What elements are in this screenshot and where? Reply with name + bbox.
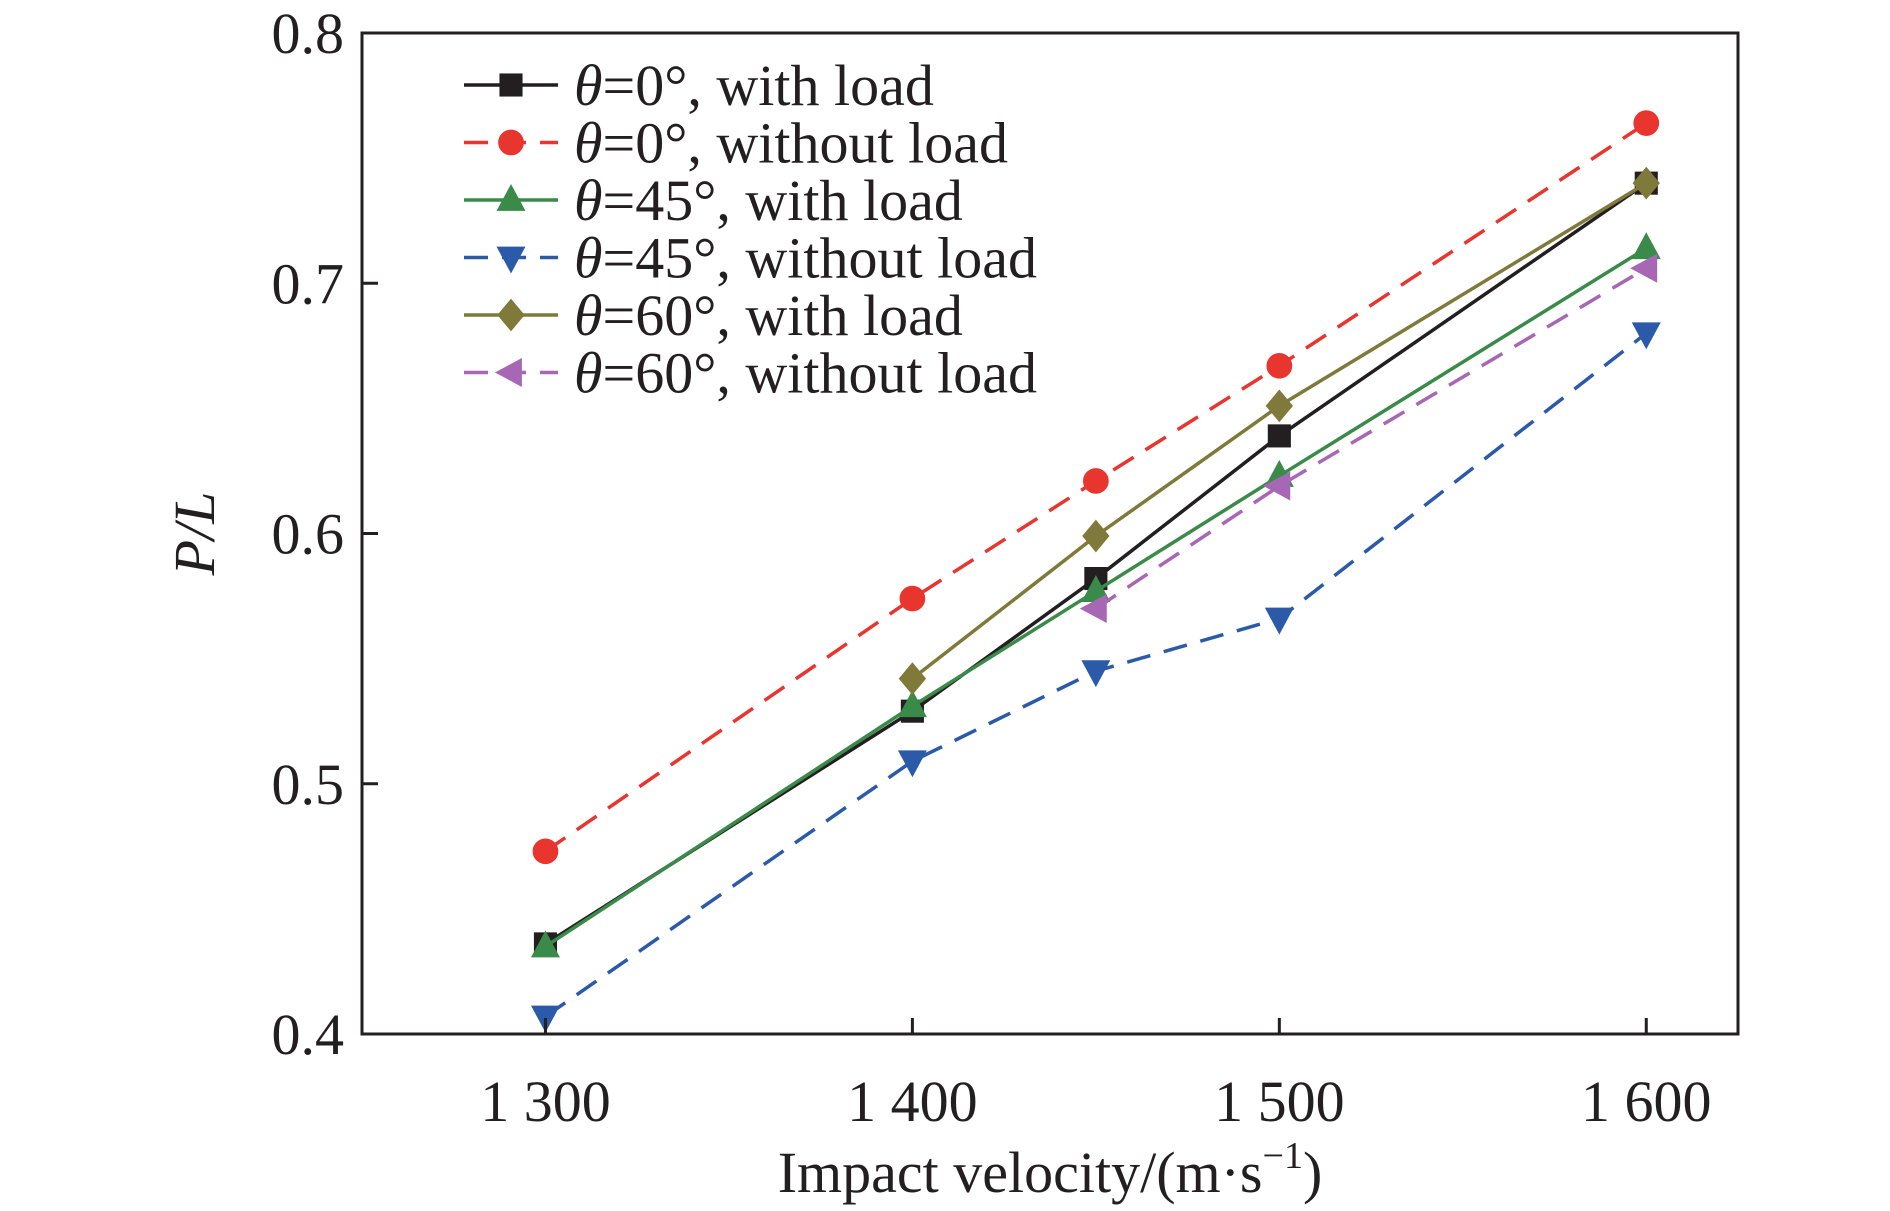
data-point [1264, 607, 1294, 635]
data-point [1083, 468, 1109, 494]
legend-item: θ=45°, with load [464, 168, 963, 233]
series-layer [530, 110, 1661, 1033]
legend-label-theta: θ [574, 168, 603, 233]
data-point [1082, 519, 1110, 553]
legend-label: θ=0°, without load [574, 111, 1008, 176]
data-point [532, 838, 559, 865]
y-tick-label: 0.5 [272, 752, 345, 817]
data-point [897, 690, 927, 718]
data-point [1263, 471, 1291, 501]
data-point [899, 585, 926, 612]
series-2 [532, 110, 1660, 865]
legend-item: θ=0°, without load [464, 111, 1008, 176]
legend-item: θ=0°, with load [464, 53, 934, 118]
y-axis-title: P/L [162, 492, 227, 577]
data-point [530, 930, 560, 958]
legend-marker [497, 298, 525, 332]
y-tick-label: 0.4 [272, 1002, 345, 1067]
legend-label: θ=60°, without load [574, 341, 1037, 406]
legend-label: θ=60°, with load [574, 283, 963, 348]
x-tick-label: 1 300 [480, 1069, 611, 1134]
data-point [1633, 110, 1660, 136]
series-6 [1079, 253, 1658, 624]
legend-label: θ=45°, without load [574, 226, 1037, 291]
legend-item: θ=60°, with load [464, 283, 963, 348]
data-point [1631, 322, 1661, 350]
legend-label: θ=45°, with load [574, 168, 963, 233]
legend-marker [499, 73, 523, 97]
x-axis-title: Impact velocity/(m·s−1) [778, 1135, 1323, 1205]
x-tick-label: 1 500 [1214, 1069, 1345, 1134]
legend-label-text: =60°, with load [603, 283, 963, 348]
legend-label-theta: θ [574, 341, 603, 406]
legend-label-text: =0°, with load [603, 53, 934, 118]
legend-marker [494, 358, 522, 387]
y-axis: 0.4 0.5 0.6 0.7 0.8 [272, 1, 378, 1067]
data-point [1631, 232, 1661, 260]
legend-label-theta: θ [574, 283, 603, 348]
data-point [1081, 660, 1111, 688]
data-point [1632, 166, 1660, 200]
legend-label-theta: θ [574, 53, 603, 118]
legend-marker [496, 183, 526, 211]
y-tick-label: 0.8 [272, 1, 345, 66]
legend-label-text: =0°, without load [603, 111, 1009, 176]
x-tick-label: 1 600 [1581, 1069, 1712, 1134]
legend-label-text: =60°, without load [603, 341, 1038, 406]
series-3 [530, 232, 1661, 958]
legend-item: θ=60°, without load [464, 341, 1037, 406]
data-point [897, 750, 927, 778]
x-axis: 1 300 1 400 1 500 1 600 [480, 1018, 1712, 1134]
legend-item: θ=45°, without load [464, 226, 1037, 291]
series-5 [898, 166, 1660, 696]
data-point [898, 662, 927, 696]
data-point [1266, 352, 1293, 379]
legend-marker [496, 246, 526, 274]
data-point [1630, 253, 1658, 283]
data-point [1267, 424, 1291, 448]
series-line [1094, 266, 1648, 611]
series-line [911, 181, 1648, 681]
legend-label-text: =45°, with load [603, 168, 963, 233]
legend-marker [498, 129, 524, 156]
legend-label-theta: θ [574, 111, 603, 176]
data-point [1079, 594, 1107, 624]
y-tick-label: 0.7 [272, 251, 345, 316]
y-tick-label: 0.6 [272, 502, 345, 567]
x-tick-label: 1 400 [847, 1069, 978, 1134]
legend-label-theta: θ [574, 226, 603, 291]
legend-label-text: =45°, without load [603, 226, 1038, 291]
data-point [1265, 389, 1293, 423]
legend-label: θ=0°, with load [574, 53, 934, 118]
